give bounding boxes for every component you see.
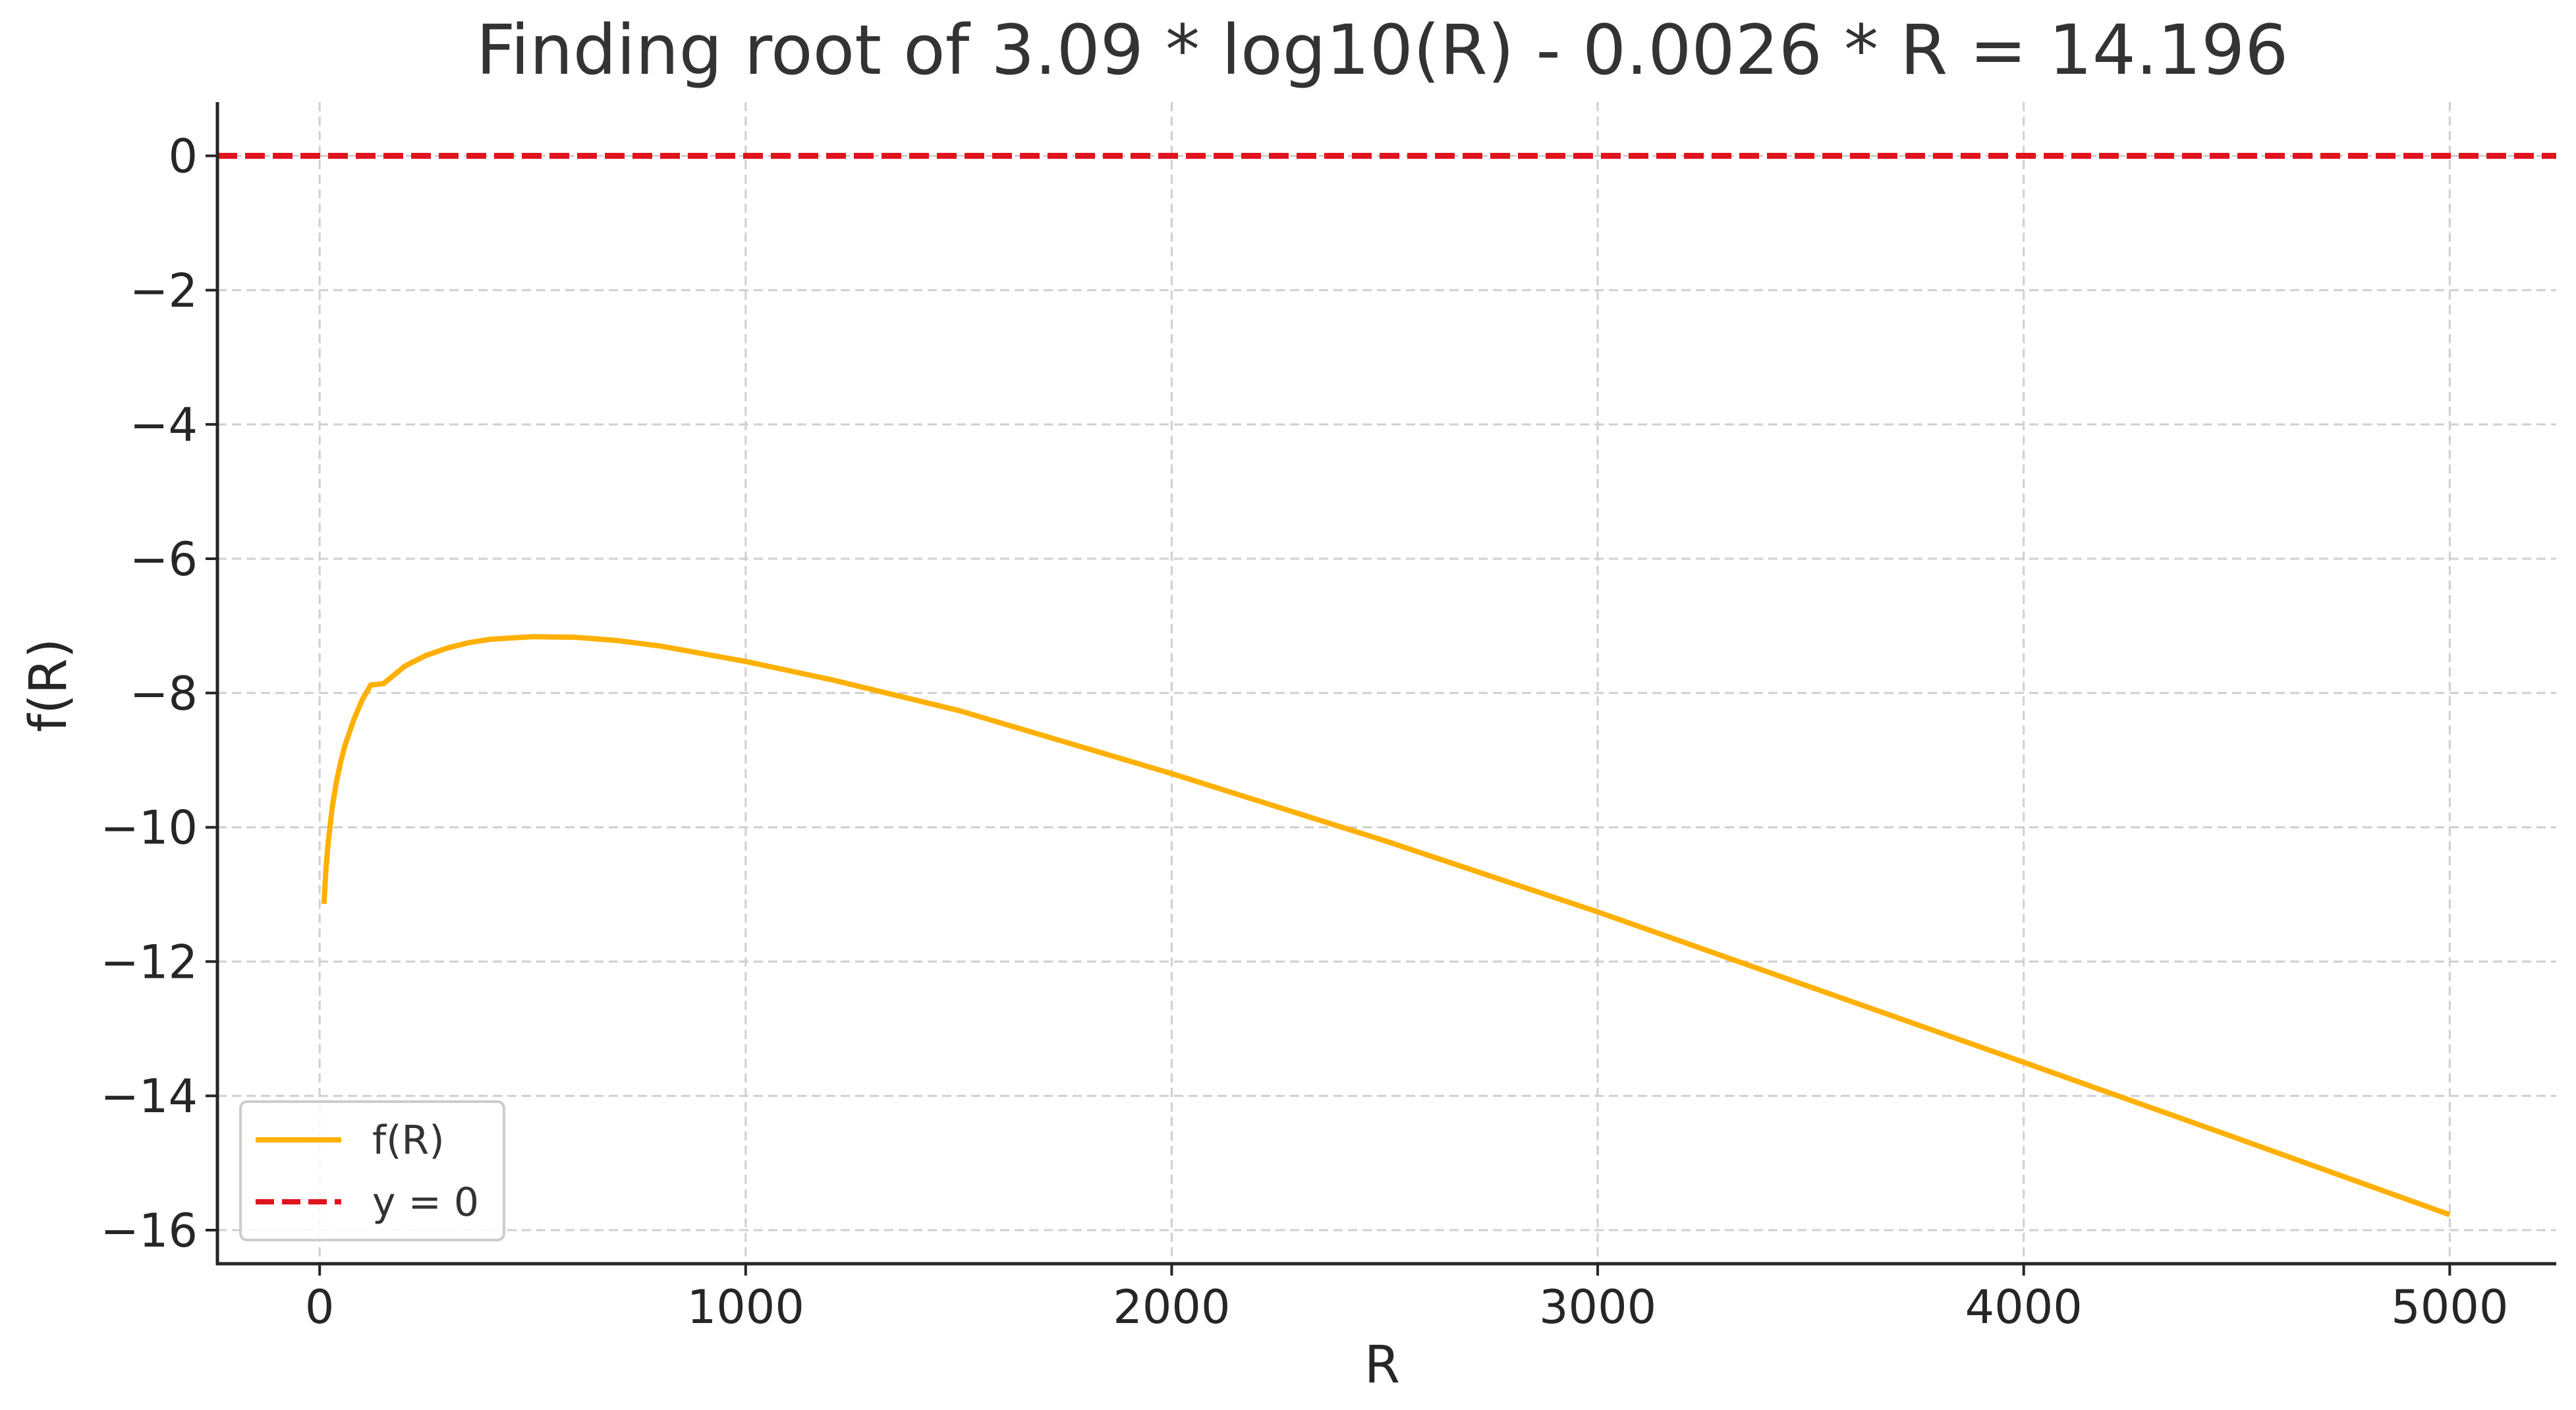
y-tick-label: −6 <box>130 532 198 586</box>
y-tick-label: −10 <box>100 801 198 855</box>
grid <box>217 102 2556 1264</box>
x-tick-label: 1000 <box>687 1280 804 1334</box>
x-tick-label: 5000 <box>2391 1280 2508 1334</box>
x-tick-label: 3000 <box>1539 1280 1656 1334</box>
x-axis-label: R <box>1364 1336 1400 1395</box>
axes <box>215 102 2556 1266</box>
y-tick-label: −16 <box>100 1204 198 1258</box>
x-tick-label: 0 <box>305 1280 335 1334</box>
x-tick-label: 4000 <box>1965 1280 2083 1334</box>
tick-labels: 0 1000 2000 3000 4000 5000 0 −2 −4 −6 −8 −10 −12 −14 −… <box>100 130 2508 1334</box>
y-tick-label: −2 <box>130 264 198 318</box>
y-tick-label: −4 <box>130 398 198 452</box>
legend-label-f-r: f(R) <box>372 1117 445 1164</box>
legend-label-y-zero: y = 0 <box>372 1179 479 1226</box>
x-tick-label: 2000 <box>1113 1280 1230 1334</box>
series-layer <box>217 153 2556 1218</box>
y-tick-label: −14 <box>100 1069 198 1123</box>
legend-frame <box>239 1100 505 1241</box>
y-tick-label: −12 <box>100 935 198 989</box>
y-tick-label: 0 <box>168 130 198 184</box>
y-tick-label: −8 <box>130 667 198 721</box>
y-axis-label: f(R) <box>19 638 78 733</box>
legend: f(R) y = 0 <box>239 1100 505 1241</box>
chart-title: Finding root of 3.09 * log10(R) - 0.0026… <box>476 10 2289 90</box>
series-line-f-r <box>321 634 2451 1218</box>
